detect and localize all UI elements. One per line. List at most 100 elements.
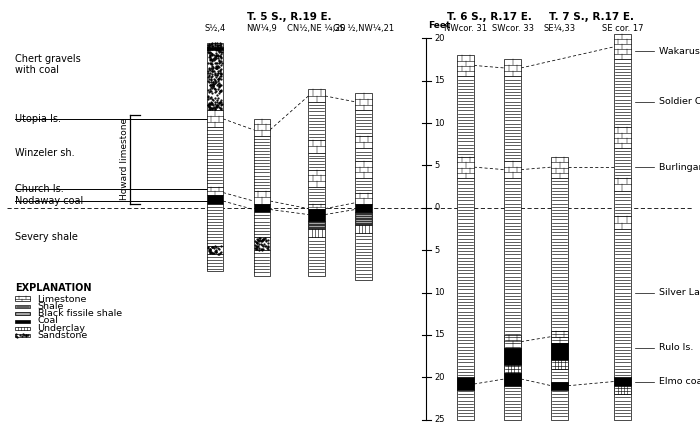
Bar bbox=[552, 381, 568, 390]
Bar bbox=[457, 377, 474, 390]
Bar bbox=[505, 76, 521, 161]
Bar bbox=[309, 220, 325, 229]
Text: 10: 10 bbox=[434, 119, 444, 127]
Text: Underclay: Underclay bbox=[38, 324, 85, 333]
Text: Limestone: Limestone bbox=[38, 295, 87, 304]
Bar bbox=[614, 178, 631, 191]
Text: CN½,NE ¼,20: CN½,NE ¼,20 bbox=[288, 24, 346, 33]
Bar bbox=[614, 191, 631, 216]
Text: Severy shale: Severy shale bbox=[15, 232, 78, 243]
Bar bbox=[253, 237, 270, 250]
Text: SWcor. 33: SWcor. 33 bbox=[491, 24, 533, 33]
Bar bbox=[505, 178, 521, 420]
Text: Rulo Is.: Rulo Is. bbox=[659, 343, 693, 352]
Bar bbox=[356, 93, 372, 110]
Bar bbox=[614, 34, 631, 60]
Text: Chert gravels: Chert gravels bbox=[15, 55, 80, 64]
Text: Church Is.: Church Is. bbox=[15, 184, 64, 194]
Text: 5: 5 bbox=[434, 161, 440, 170]
Bar bbox=[15, 305, 29, 308]
Bar bbox=[15, 326, 29, 330]
Bar bbox=[253, 204, 270, 212]
Bar bbox=[457, 55, 474, 76]
Bar bbox=[309, 153, 325, 170]
Bar bbox=[356, 110, 372, 136]
Bar bbox=[356, 225, 372, 233]
Bar bbox=[356, 204, 372, 212]
Text: Wakarusa Is.: Wakarusa Is. bbox=[659, 46, 700, 56]
Bar bbox=[614, 377, 631, 386]
Text: GS ½,NW¼,21: GS ½,NW¼,21 bbox=[333, 24, 394, 33]
Text: NWcor. 31: NWcor. 31 bbox=[444, 24, 487, 33]
Bar bbox=[309, 204, 325, 209]
Text: Elmo coal: Elmo coal bbox=[659, 377, 700, 386]
Bar bbox=[206, 110, 223, 127]
Text: Silver Lake sh.: Silver Lake sh. bbox=[659, 288, 700, 297]
Text: 15: 15 bbox=[434, 330, 444, 340]
Bar bbox=[505, 335, 521, 348]
Bar bbox=[309, 140, 325, 153]
Text: Burlingame Is.: Burlingame Is. bbox=[659, 163, 700, 172]
Bar bbox=[457, 157, 474, 178]
Bar bbox=[614, 229, 631, 420]
Text: Nodaway coal: Nodaway coal bbox=[15, 196, 83, 206]
Text: NW¼,9: NW¼,9 bbox=[246, 24, 277, 33]
Bar bbox=[253, 212, 270, 237]
Text: EXPLANATION: EXPLANATION bbox=[15, 283, 91, 292]
Bar bbox=[552, 360, 568, 369]
Bar bbox=[206, 42, 223, 110]
Bar bbox=[309, 229, 325, 237]
Bar bbox=[505, 348, 521, 365]
Text: with coal: with coal bbox=[15, 65, 59, 75]
Bar bbox=[457, 76, 474, 157]
Text: Feet: Feet bbox=[428, 21, 451, 30]
Text: Black fissile shale: Black fissile shale bbox=[38, 309, 122, 318]
Bar bbox=[552, 178, 568, 420]
Bar bbox=[356, 212, 372, 225]
Bar bbox=[253, 191, 270, 204]
Bar bbox=[356, 149, 372, 161]
Bar bbox=[309, 237, 325, 276]
Bar bbox=[505, 161, 521, 178]
Bar bbox=[614, 386, 631, 394]
Text: SE¼,33: SE¼,33 bbox=[544, 24, 576, 33]
Text: SE cor. 17: SE cor. 17 bbox=[602, 24, 643, 33]
Text: T. 7 S., R.17 E.: T. 7 S., R.17 E. bbox=[549, 12, 634, 22]
Bar bbox=[356, 136, 372, 149]
Bar bbox=[505, 60, 521, 76]
Text: 10: 10 bbox=[434, 288, 444, 297]
Bar bbox=[206, 127, 223, 187]
Bar bbox=[309, 209, 325, 220]
Bar bbox=[253, 136, 270, 191]
Bar bbox=[206, 187, 223, 195]
Text: Howard limestone: Howard limestone bbox=[120, 118, 129, 200]
Bar bbox=[206, 254, 223, 271]
Bar bbox=[309, 102, 325, 140]
Bar bbox=[15, 312, 29, 315]
Bar bbox=[309, 187, 325, 204]
Bar bbox=[552, 344, 568, 360]
Bar bbox=[457, 178, 474, 420]
Bar bbox=[206, 47, 223, 50]
Bar bbox=[206, 246, 223, 254]
Bar bbox=[15, 320, 29, 323]
Bar bbox=[356, 161, 372, 178]
Bar bbox=[206, 204, 223, 246]
Text: 5: 5 bbox=[434, 246, 440, 254]
Bar bbox=[614, 216, 631, 229]
Bar bbox=[614, 127, 631, 149]
Bar bbox=[309, 89, 325, 102]
Bar bbox=[505, 365, 521, 373]
Bar bbox=[614, 149, 631, 178]
Text: 20: 20 bbox=[434, 34, 444, 43]
Text: Soldier Creek sh.: Soldier Creek sh. bbox=[659, 97, 700, 106]
Text: Shale: Shale bbox=[38, 302, 64, 311]
Bar bbox=[356, 193, 372, 204]
Bar bbox=[253, 250, 270, 276]
Text: Coal: Coal bbox=[38, 317, 59, 325]
Text: T. 5 S., R.19 E.: T. 5 S., R.19 E. bbox=[247, 12, 332, 22]
Text: Winzeler sh.: Winzeler sh. bbox=[15, 148, 74, 158]
Text: Utopia Is.: Utopia Is. bbox=[15, 114, 61, 124]
Text: 0: 0 bbox=[434, 203, 440, 212]
Text: 20: 20 bbox=[434, 373, 444, 382]
